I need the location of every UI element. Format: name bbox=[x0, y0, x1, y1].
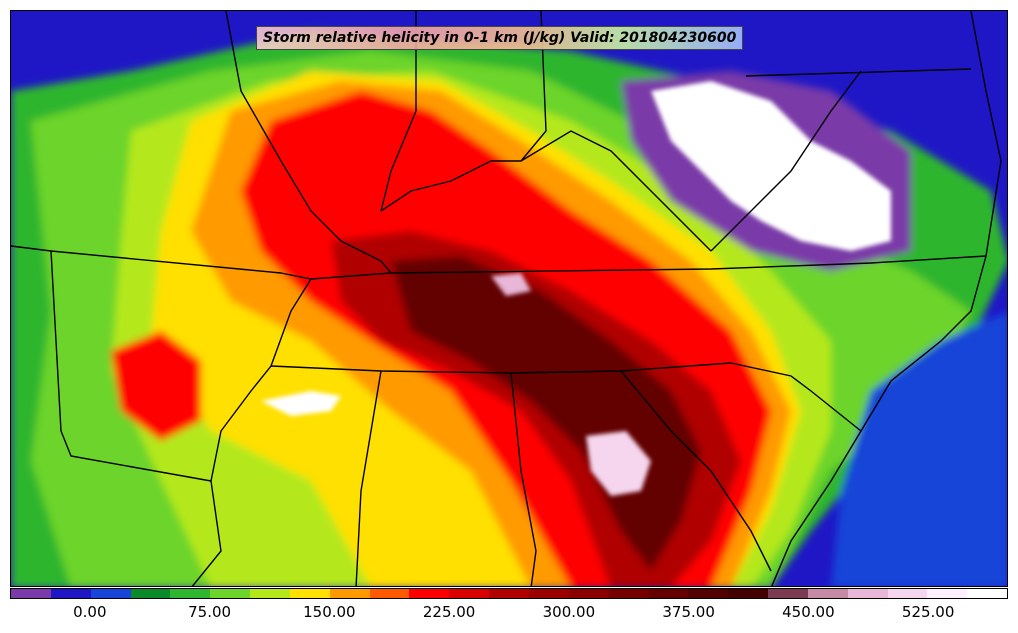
border-la-ms-river bbox=[191, 480, 222, 586]
colorbar-segment bbox=[847, 589, 888, 598]
colorbar-segment bbox=[170, 589, 211, 598]
border-il-in bbox=[380, 11, 417, 212]
helicity-area-blue-southeast bbox=[831, 311, 1007, 586]
map-panel: Storm relative helicity in 0-1 km (J/kg)… bbox=[10, 10, 1008, 587]
colorbar-segment bbox=[90, 589, 131, 598]
border-va-wv bbox=[710, 70, 862, 252]
border-ok-ar-tx bbox=[50, 250, 212, 482]
border-nc-sc bbox=[730, 362, 862, 432]
colorbar-segment bbox=[369, 589, 410, 598]
colorbar-segment bbox=[967, 589, 1008, 598]
colorbar-segment bbox=[50, 589, 91, 598]
border-ks-ok bbox=[11, 245, 282, 274]
helicity-field bbox=[11, 11, 1007, 586]
colorbar-segment bbox=[289, 589, 330, 598]
colorbar-segment bbox=[130, 589, 171, 598]
border-oh-in bbox=[520, 11, 547, 162]
colorbar-tick-label: 450.00 bbox=[782, 603, 835, 621]
colorbar-segment bbox=[409, 589, 450, 598]
colorbar-segment bbox=[568, 589, 609, 598]
map-title: Storm relative helicity in 0-1 km (J/kg)… bbox=[256, 26, 744, 50]
border-pa-md bbox=[745, 68, 972, 77]
helicity-area-white-mississippi bbox=[261, 391, 341, 416]
colorbar-segment bbox=[887, 589, 928, 598]
helicity-area-pink-tennessee bbox=[491, 273, 531, 296]
colorbar-segment bbox=[927, 589, 968, 598]
colorbar-tick-label: 525.00 bbox=[901, 603, 955, 621]
helicity-area-white-northeast bbox=[651, 81, 891, 251]
state-borders bbox=[11, 11, 1002, 586]
colorbar-segment bbox=[11, 589, 51, 598]
border-atlantic-coast bbox=[771, 11, 1002, 586]
colorbar-tick-label: 75.00 bbox=[188, 603, 232, 621]
colorbar-tick-label: 300.00 bbox=[542, 603, 596, 621]
border-ky-tn bbox=[390, 255, 987, 274]
colorbar-tick-label: 150.00 bbox=[303, 603, 356, 621]
colorbar-segment bbox=[210, 589, 251, 598]
colorbar-segment bbox=[489, 589, 529, 598]
colorbar-segment bbox=[329, 589, 370, 598]
helicity-area-pink-georgia bbox=[586, 431, 651, 496]
colorbar-tick-label: 375.00 bbox=[662, 603, 715, 621]
helicity-map bbox=[11, 11, 1007, 586]
colorbar-tick-labels: 0.00 75.00 150.00 225.00 300.00 375.00 450.00 5… bbox=[10, 603, 1008, 625]
colorbar-segment bbox=[768, 589, 808, 598]
colorbar-segment bbox=[528, 589, 569, 598]
colorbar-segment bbox=[728, 589, 769, 598]
border-mo-il-river bbox=[225, 11, 392, 274]
border-ms-al bbox=[355, 370, 382, 586]
colorbar-segment bbox=[807, 589, 848, 598]
colorbar-segment bbox=[648, 589, 689, 598]
border-ar-la bbox=[210, 278, 312, 482]
colorbar-segment bbox=[250, 589, 290, 598]
border-al-ga bbox=[510, 372, 537, 586]
colorbar-tick-label: 225.00 bbox=[422, 603, 476, 621]
colorbar-segment bbox=[449, 589, 490, 598]
colorbar bbox=[10, 588, 1008, 599]
colorbar-tick-label: 0.00 bbox=[73, 603, 107, 621]
colorbar-segment bbox=[688, 589, 729, 598]
colorbar-segment bbox=[608, 589, 649, 598]
border-ohio-river bbox=[380, 130, 712, 252]
helicity-area-red-west bbox=[111, 331, 201, 441]
border-ga-sc bbox=[620, 370, 772, 572]
